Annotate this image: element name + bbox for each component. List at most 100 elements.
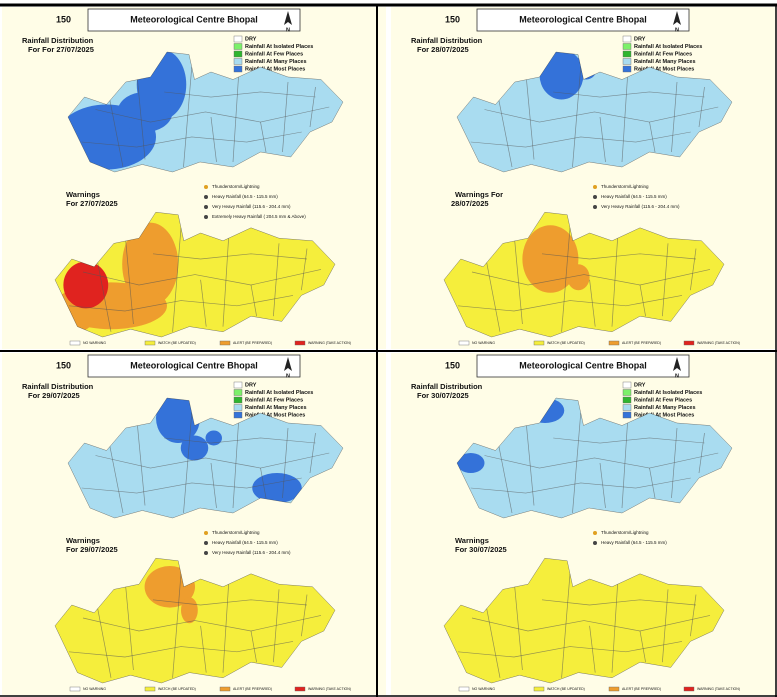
north-label: N (675, 27, 679, 33)
north-label: N (675, 373, 679, 379)
map-region (117, 92, 173, 132)
warning-symbol (204, 185, 208, 189)
district-border (599, 116, 606, 163)
logo: 150 (445, 360, 460, 370)
district-border (124, 232, 134, 325)
legend-label: Rainfall At Few Places (245, 51, 303, 57)
district-border (183, 66, 193, 168)
map-region (522, 225, 579, 293)
warning-symbol (593, 531, 597, 535)
legend-label: Rainfall At Isolated Places (245, 44, 313, 50)
district-border (136, 417, 146, 506)
district-border (611, 584, 618, 673)
legend-label: Rainfall At Most Places (245, 66, 305, 72)
level-label: ALERT (BE PREPARED) (233, 687, 272, 691)
map (444, 212, 724, 337)
level-label: NO WARNING (472, 341, 495, 345)
level-swatch (608, 340, 620, 346)
district-border (485, 604, 501, 678)
header-title: Meteorological Centre Bhopal (130, 14, 258, 24)
legend-swatch (622, 65, 632, 73)
map (444, 558, 724, 683)
panels: 150 Meteorological Centre Bhopal N Rainfall… (2, 7, 775, 695)
map-body (55, 212, 335, 337)
district-border (222, 238, 229, 327)
warning-item: Thunderstorm/Lightning (601, 184, 649, 189)
legend-swatch (622, 411, 632, 419)
level-swatch (533, 686, 545, 692)
map-region (156, 398, 200, 443)
legend-swatch (233, 404, 243, 411)
district-border (484, 106, 719, 123)
legend-swatch (233, 381, 243, 389)
district-border (553, 437, 705, 444)
rainfall-title: Rainfall Distribution (411, 382, 483, 391)
warning-item: Heavy Rainfall (64.5 - 115.5 mm) (212, 194, 278, 199)
level-swatch (683, 340, 695, 346)
district-border (561, 573, 571, 678)
warning-symbol (593, 541, 597, 545)
warning-item: Thunderstorm/Lightning (212, 184, 260, 189)
district-border (301, 248, 308, 291)
district-border (108, 96, 124, 168)
district-border (497, 96, 513, 168)
warnings-title: For 27/07/2025 (66, 199, 118, 208)
level-label: WARNING (TAKE ACTION) (697, 341, 740, 345)
rainfall-title: For 28/07/2025 (417, 45, 469, 54)
level-swatch (219, 340, 231, 346)
state-border (443, 212, 725, 338)
legend-label: Rainfall At Many Places (634, 405, 696, 411)
warning-item: Thunderstorm/Lightning (601, 530, 649, 535)
map (55, 212, 335, 337)
rainfall-title: Rainfall Distribution (22, 382, 94, 391)
level-swatch (608, 686, 620, 692)
district-border (639, 630, 646, 663)
district-border (690, 248, 697, 291)
header-box (476, 354, 690, 378)
district-border (260, 467, 267, 499)
level-label: WATCH (BE UPDATED) (158, 341, 196, 345)
warning-item: Very Heavy Rainfall (115.6 - 204.4 mm) (212, 550, 291, 555)
north-label: N (286, 373, 290, 379)
header-title: Meteorological Centre Bhopal (519, 14, 647, 24)
warning-item: Heavy Rainfall (64.5 - 115.5 mm) (601, 540, 667, 545)
level-swatch (69, 340, 81, 346)
warning-item: Heavy Rainfall (64.5 - 115.5 mm) (212, 540, 278, 545)
warnings-title: Warnings (455, 536, 489, 545)
district-border (513, 578, 523, 671)
map-body (55, 558, 335, 683)
warning-item: Heavy Rainfall (64.5 - 115.5 mm) (601, 194, 667, 199)
level-label: WATCH (BE UPDATED) (547, 341, 585, 345)
district-border (210, 462, 217, 509)
warning-symbol (204, 205, 208, 209)
level-swatch (458, 340, 470, 346)
district-border (513, 232, 523, 325)
header-title: Meteorological Centre Bhopal (519, 360, 647, 370)
district-border (82, 615, 322, 632)
map-body (444, 212, 724, 337)
level-swatch (533, 340, 545, 346)
level-swatch (144, 686, 156, 692)
district-border (108, 442, 124, 514)
legend-swatch (622, 389, 632, 396)
panel: 150 Meteorological Centre Bhopal N Rainfall… (391, 353, 775, 695)
warning-symbol (204, 195, 208, 199)
legend-label: DRY (634, 382, 646, 388)
north-arrow (673, 357, 681, 371)
district-border (124, 578, 134, 671)
level-label: ALERT (BE PREPARED) (622, 687, 661, 691)
district-border (164, 437, 316, 444)
district-border (662, 589, 669, 663)
legend-label: DRY (245, 382, 257, 388)
north-label: N (286, 27, 290, 33)
district-border (183, 412, 193, 514)
district-border (200, 279, 207, 327)
district-border (96, 258, 112, 332)
legend-swatch (622, 58, 632, 65)
level-label: WATCH (BE UPDATED) (547, 687, 585, 691)
district-border (222, 584, 229, 673)
legend-swatch (233, 50, 243, 58)
district-border (471, 269, 711, 286)
header-box (476, 8, 690, 32)
state-border (456, 51, 733, 173)
